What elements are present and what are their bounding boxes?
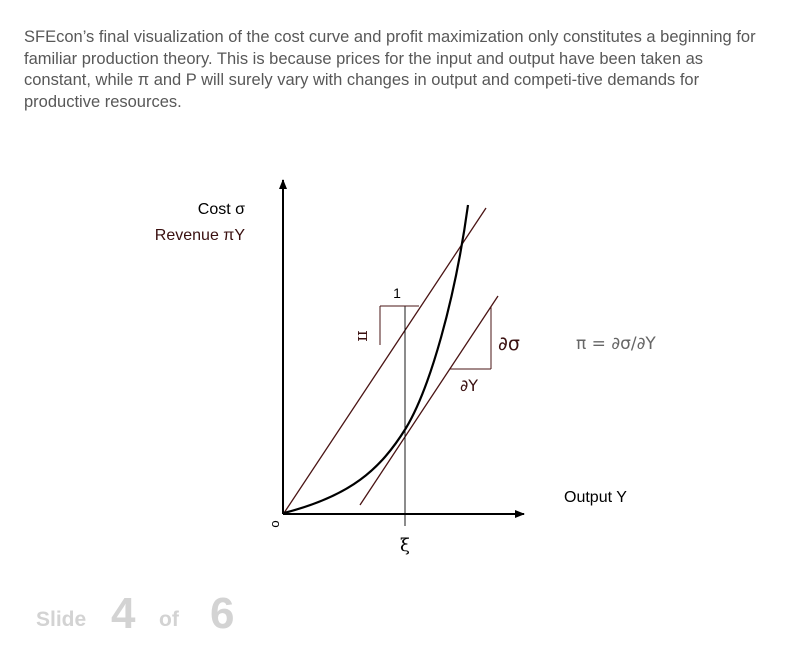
of-word: of bbox=[159, 608, 179, 631]
y-axis-label-cost: Cost σ bbox=[198, 201, 245, 218]
tangent-line bbox=[359, 295, 499, 506]
tangent-rise-label: ∂σ bbox=[498, 333, 520, 355]
origin-label: o bbox=[269, 520, 284, 527]
slide-number: 4 bbox=[111, 589, 136, 638]
marginal-cost-equation: π = ∂σ/∂Y bbox=[576, 334, 656, 354]
slide-word: Slide bbox=[36, 608, 87, 631]
slope-rise-label: π bbox=[353, 330, 373, 341]
optimum-label: ξ bbox=[400, 535, 410, 556]
intro-paragraph: SFEcon’s final visualization of the cost… bbox=[24, 28, 756, 112]
slide-total: 6 bbox=[210, 589, 235, 638]
slope-run-label: 1 bbox=[393, 285, 401, 301]
tangent-run-label: ∂Y bbox=[460, 376, 478, 395]
y-axis-label-revenue: Revenue πY bbox=[155, 227, 246, 244]
x-axis-label: Output Y bbox=[564, 489, 627, 506]
cost-curve bbox=[283, 204, 470, 515]
revenue-line bbox=[283, 207, 487, 514]
